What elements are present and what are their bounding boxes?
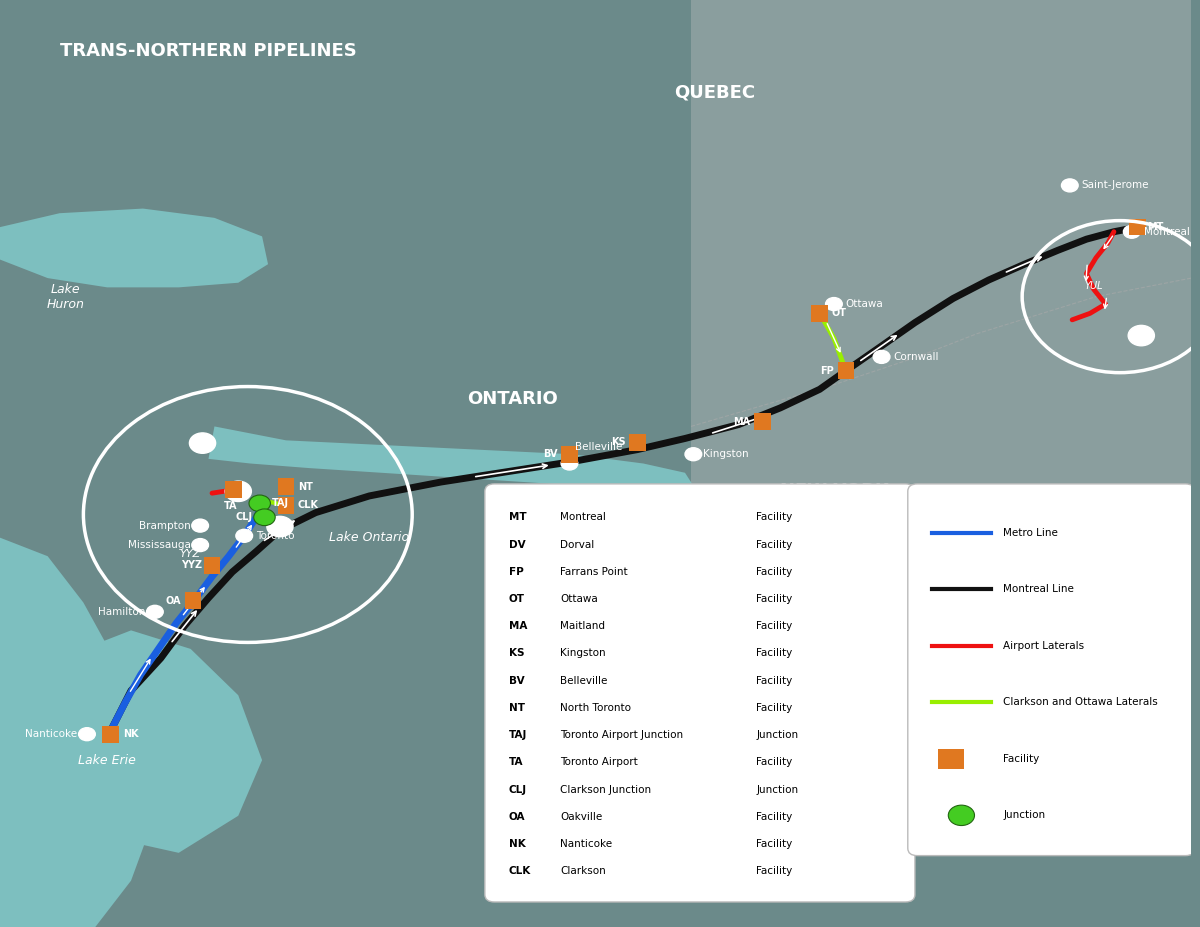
Text: Mississauga: Mississauga (127, 540, 191, 550)
Text: OA: OA (166, 596, 181, 605)
Text: Kingston: Kingston (703, 450, 749, 459)
Text: Toronto: Toronto (256, 531, 295, 540)
Circle shape (192, 519, 209, 532)
Bar (204, 557, 221, 574)
Text: Facility: Facility (756, 566, 793, 577)
Circle shape (1128, 325, 1154, 346)
Text: Facility: Facility (756, 513, 793, 522)
Text: NT: NT (509, 703, 524, 713)
Text: Kingston: Kingston (560, 649, 606, 658)
Circle shape (253, 509, 275, 526)
Text: YYZ: YYZ (181, 561, 203, 570)
Text: Saint-Jerome: Saint-Jerome (1081, 181, 1150, 190)
Text: Airport Laterals: Airport Laterals (1003, 641, 1085, 651)
Text: CLK: CLK (509, 867, 530, 876)
Polygon shape (691, 0, 1192, 630)
Text: Facility: Facility (756, 540, 793, 550)
Text: Farrans Point: Farrans Point (560, 566, 628, 577)
Circle shape (79, 728, 95, 741)
Bar (277, 478, 294, 495)
Text: OA: OA (509, 812, 526, 822)
Text: Nanticoke: Nanticoke (560, 839, 612, 849)
Text: Oakville: Oakville (560, 812, 602, 822)
Text: Facility: Facility (756, 676, 793, 686)
Text: NT: NT (298, 482, 313, 491)
Text: YUL: YUL (1085, 281, 1103, 290)
Text: Ottawa: Ottawa (560, 594, 598, 604)
Text: CLJ: CLJ (509, 785, 527, 794)
Text: Hamilton: Hamilton (98, 607, 145, 616)
Bar (937, 749, 964, 769)
Text: Montreal: Montreal (1144, 227, 1189, 236)
Text: Cornwall: Cornwall (894, 352, 938, 362)
Text: Facility: Facility (756, 621, 793, 631)
Circle shape (1062, 179, 1078, 192)
Text: MT: MT (1147, 222, 1164, 232)
Text: North Toronto: North Toronto (560, 703, 631, 713)
Text: NK: NK (509, 839, 526, 849)
Text: OT: OT (832, 309, 846, 318)
Circle shape (266, 516, 293, 537)
Text: MT: MT (509, 513, 527, 522)
Text: DV: DV (509, 540, 526, 550)
Bar (102, 726, 119, 743)
Text: Facility: Facility (1003, 754, 1039, 764)
Bar (562, 446, 577, 463)
Text: TAJ: TAJ (271, 499, 289, 508)
Text: KS: KS (509, 649, 524, 658)
Text: TRANS-NORTHERN PIPELINES: TRANS-NORTHERN PIPELINES (60, 42, 356, 60)
Text: BV: BV (509, 676, 524, 686)
Text: Lake
Huron: Lake Huron (47, 283, 84, 311)
Text: FP: FP (509, 566, 523, 577)
Text: Junction: Junction (1003, 810, 1045, 820)
Circle shape (192, 539, 209, 552)
Text: NEW YORK: NEW YORK (780, 482, 888, 501)
Circle shape (562, 457, 577, 470)
Text: CLK: CLK (298, 501, 319, 510)
Text: BV: BV (544, 450, 558, 459)
Text: Lake Ontario: Lake Ontario (329, 531, 409, 544)
Text: Montreal: Montreal (560, 513, 606, 522)
Text: Montreal Line: Montreal Line (1003, 585, 1074, 594)
Polygon shape (1037, 607, 1120, 663)
Bar (838, 362, 854, 379)
Text: YYZ: YYZ (179, 550, 200, 559)
Text: Facility: Facility (756, 839, 793, 849)
Text: Lake Erie: Lake Erie (78, 754, 136, 767)
Polygon shape (209, 426, 697, 499)
Text: TAJ: TAJ (509, 730, 527, 741)
Text: QUEBEC: QUEBEC (674, 83, 755, 102)
Circle shape (248, 495, 270, 512)
Polygon shape (882, 565, 1192, 737)
Polygon shape (0, 538, 155, 927)
Text: Clarkson and Ottawa Laterals: Clarkson and Ottawa Laterals (1003, 697, 1158, 707)
Text: Dorval: Dorval (560, 540, 594, 550)
Text: Clarkson Junction: Clarkson Junction (560, 785, 652, 794)
Text: NK: NK (122, 730, 138, 739)
Circle shape (236, 529, 252, 542)
Circle shape (826, 298, 842, 311)
Text: Facility: Facility (756, 594, 793, 604)
Text: Junction: Junction (756, 730, 799, 741)
Circle shape (685, 448, 702, 461)
FancyBboxPatch shape (907, 484, 1195, 856)
Bar (277, 497, 294, 514)
Text: OT: OT (509, 594, 524, 604)
Bar (811, 305, 828, 322)
Polygon shape (1052, 669, 1144, 737)
Text: Toronto Airport Junction: Toronto Airport Junction (560, 730, 683, 741)
Text: Facility: Facility (756, 867, 793, 876)
Text: MA: MA (733, 417, 750, 426)
Circle shape (948, 806, 974, 826)
Text: Ottawa: Ottawa (846, 299, 883, 309)
Text: CLJ: CLJ (235, 513, 252, 522)
Circle shape (1123, 225, 1140, 238)
Circle shape (874, 350, 890, 363)
Text: Brampton: Brampton (139, 521, 191, 530)
Circle shape (146, 605, 163, 618)
Text: TA: TA (509, 757, 523, 768)
Text: Facility: Facility (756, 649, 793, 658)
Polygon shape (1037, 672, 1096, 714)
Polygon shape (72, 630, 262, 853)
